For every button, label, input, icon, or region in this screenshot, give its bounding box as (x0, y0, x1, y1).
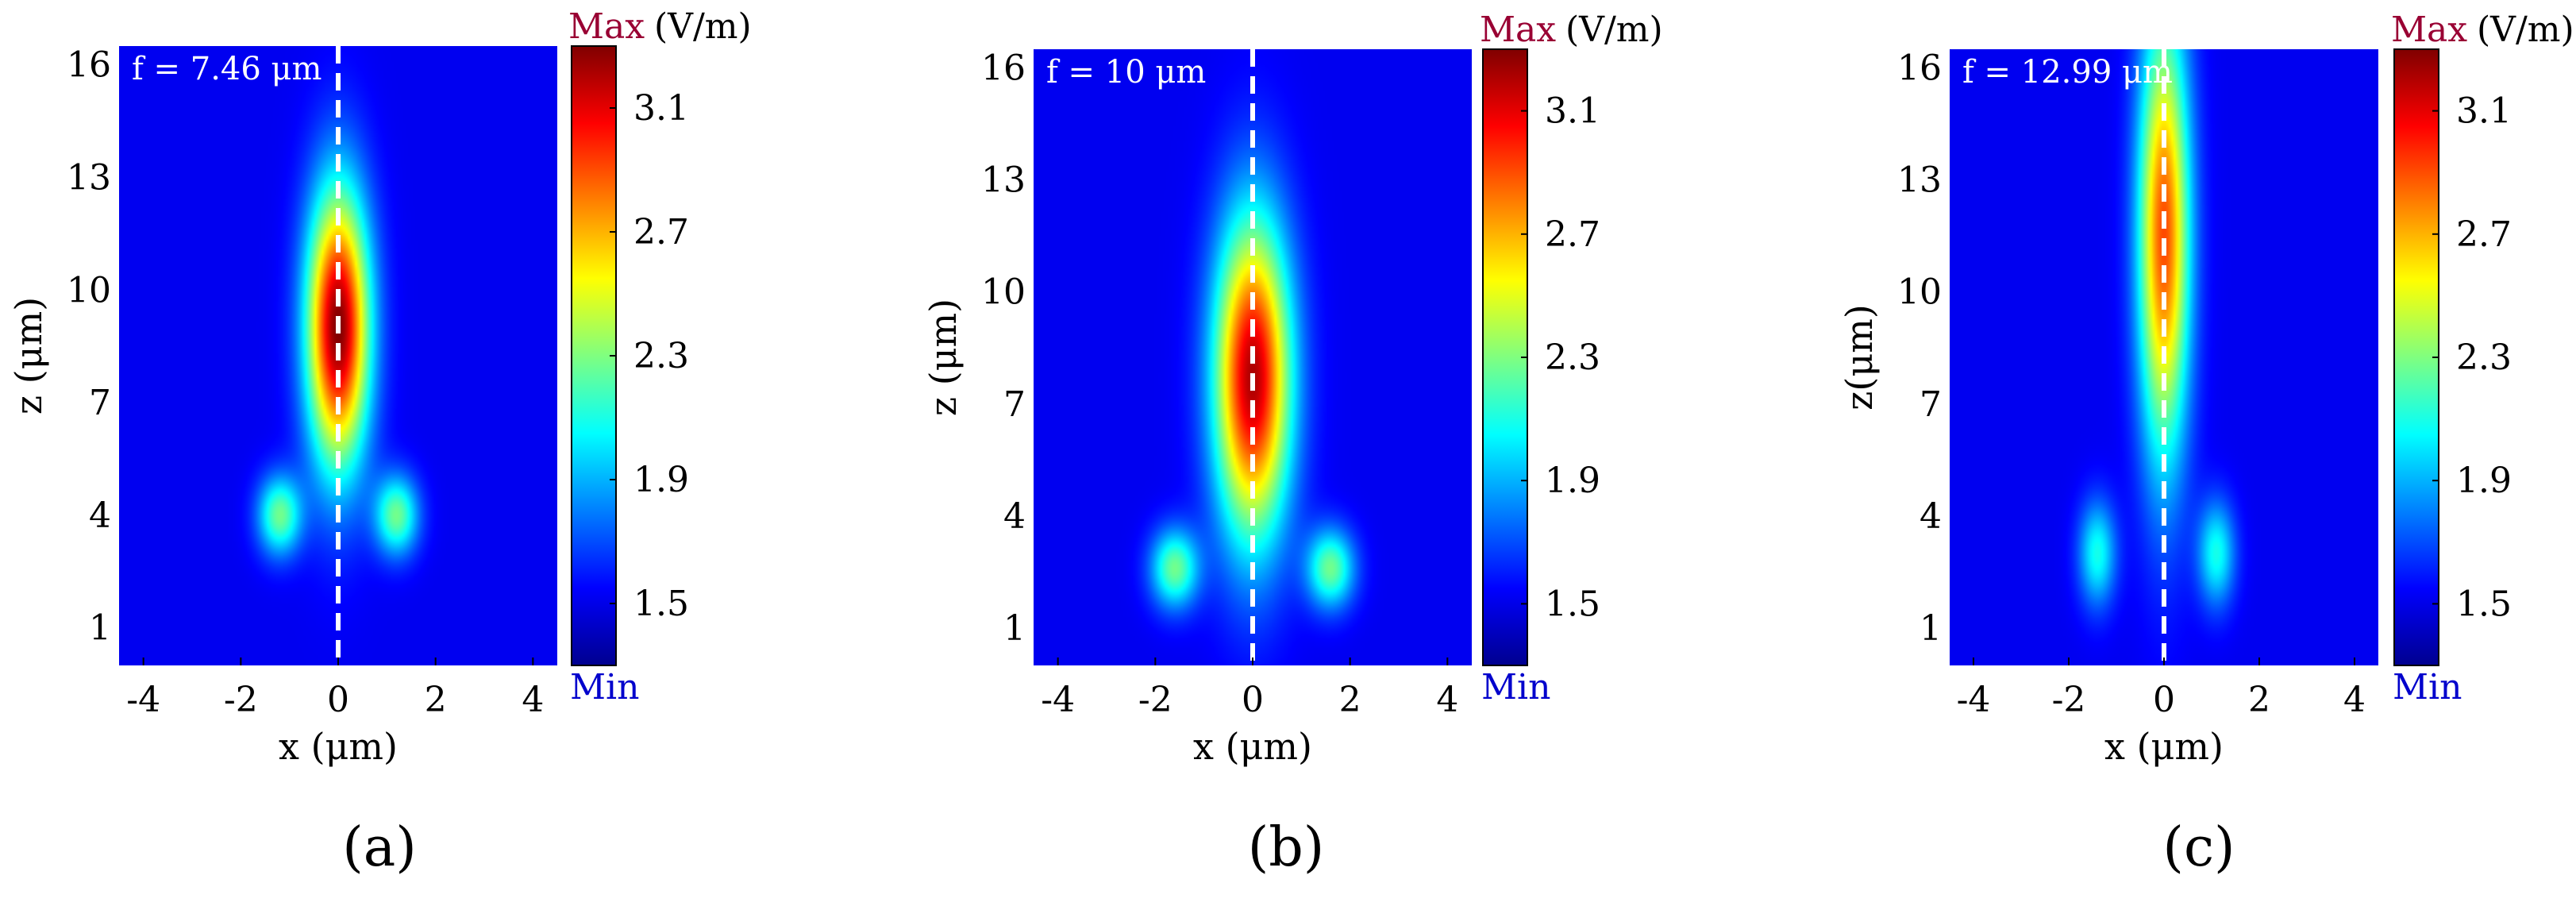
y-tick-label: 16 (1897, 48, 1942, 89)
colorbar-unit-label: (V/m) (1565, 10, 1663, 50)
colorbar-tick-label: 3.1 (633, 88, 689, 129)
x-tick-label: 4 (2343, 680, 2366, 720)
colorbar-tick-label: 1.9 (2456, 461, 2512, 501)
colorbar (1482, 48, 1528, 666)
colorbar-max-label: Max (2391, 10, 2467, 50)
y-tick-label: 16 (981, 48, 1026, 89)
colorbar-tick-label: 2.7 (633, 212, 689, 253)
x-tick-label: 0 (2153, 680, 2175, 720)
x-tick-label: -2 (2052, 680, 2086, 720)
chart-panel-1: f = 7.46 μm -4 -2 0 2 4 1 4 7 10 13 16 x (μm) z (μm) 3… (7, 6, 752, 879)
focal-length-annotation: f = 10 μm (1046, 54, 1206, 91)
panel-label: (c) (2162, 816, 2235, 879)
y-tick-label: 13 (981, 160, 1026, 201)
colorbar-tick-label: 1.9 (1545, 461, 1600, 501)
x-tick-label: 4 (1436, 680, 1458, 720)
colorbar-tick-label: 2.7 (2456, 214, 2512, 255)
x-axis-title: x (μm) (2104, 725, 2224, 768)
y-axis-title: z(μm) (1838, 304, 1881, 411)
y-tick-label: 1 (1919, 608, 1942, 649)
panel-label: (a) (342, 816, 417, 879)
y-tick-label: 7 (89, 383, 111, 423)
colorbar-tick-label: 3.1 (2456, 91, 2512, 132)
y-tick-label: 10 (1897, 272, 1942, 313)
x-tick-label: -2 (1138, 680, 1172, 720)
focal-length-annotation: f = 7.46 μm (132, 51, 322, 87)
chart-panel-3: f = 12.99 μm -4 -2 0 2 4 1 4 7 10 13 16 x (μm) z(μm) 3… (1838, 10, 2574, 879)
colorbar-tick-label: 2.7 (1545, 214, 1600, 255)
x-tick-label: -4 (1957, 680, 1991, 720)
y-tick-label: 13 (1897, 160, 1942, 201)
x-tick-label: -2 (224, 680, 258, 720)
x-tick-label: 0 (1242, 680, 1264, 720)
colorbar-tick-label: 1.9 (633, 460, 689, 500)
colorbar-max-label: Max (568, 6, 645, 47)
y-axis-title: z (μm) (922, 299, 965, 416)
colorbar (571, 45, 617, 666)
colorbar-tick-label: 2.3 (1545, 337, 1600, 378)
colorbar-min-label: Min (570, 667, 639, 708)
y-tick-label: 7 (1919, 384, 1942, 425)
focal-length-annotation: f = 12.99 μm (1962, 54, 2173, 91)
y-tick-label: 10 (981, 272, 1026, 313)
y-tick-label: 13 (67, 157, 111, 198)
panel-label: (b) (1248, 816, 1325, 879)
colorbar-max-label: Max (1480, 10, 1556, 50)
y-tick-label: 4 (89, 495, 111, 536)
colorbar-min-label: Min (2393, 667, 2462, 708)
x-tick-label: 2 (425, 680, 447, 720)
colorbar-min-label: Min (1481, 667, 1550, 708)
x-axis-title: x (μm) (279, 725, 398, 768)
x-tick-label: 2 (2248, 680, 2270, 720)
colorbar-tick-label: 3.1 (1545, 91, 1600, 132)
colorbar-tick-label: 1.5 (1545, 584, 1600, 624)
y-axis-title: z (μm) (7, 297, 50, 415)
y-tick-label: 7 (1003, 384, 1026, 425)
colorbar-tick-label: 2.3 (2456, 337, 2512, 378)
x-tick-label: -4 (126, 680, 160, 720)
y-tick-label: 4 (1003, 496, 1026, 537)
x-axis-title: x (μm) (1193, 725, 1312, 768)
colorbar-tick-label: 1.5 (633, 584, 689, 624)
colorbar-unit-label: (V/m) (654, 6, 752, 47)
colorbar-tick-label: 2.3 (633, 336, 689, 376)
y-tick-label: 16 (67, 45, 111, 86)
y-tick-label: 1 (1003, 608, 1026, 649)
colorbar (2393, 48, 2439, 666)
chart-panel-2: f = 10 μm -4 -2 0 2 4 1 4 7 10 13 16 x (μm) z (μm) 3.1… (922, 10, 1663, 879)
x-tick-label: -4 (1041, 680, 1075, 720)
x-tick-label: 2 (1339, 680, 1361, 720)
y-tick-label: 10 (67, 270, 111, 310)
y-tick-label: 1 (89, 608, 111, 649)
colorbar-tick-label: 1.5 (2456, 584, 2512, 624)
x-tick-label: 0 (327, 680, 349, 720)
colorbar-unit-label: (V/m) (2477, 10, 2574, 50)
y-tick-label: 4 (1919, 496, 1942, 537)
x-tick-label: 4 (522, 680, 544, 720)
